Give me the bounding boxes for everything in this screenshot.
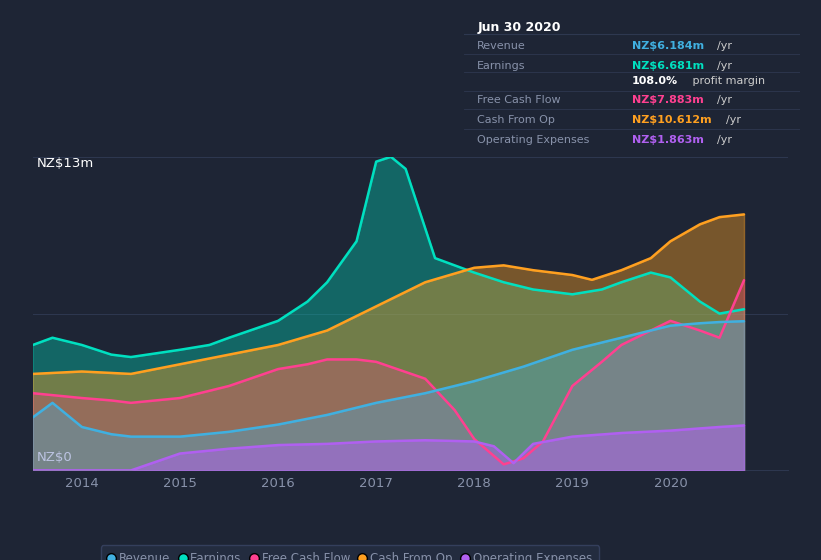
Text: NZ$7.883m: NZ$7.883m [632,95,704,105]
Text: NZ$1.863m: NZ$1.863m [632,135,704,145]
Legend: Revenue, Earnings, Free Cash Flow, Cash From Op, Operating Expenses: Revenue, Earnings, Free Cash Flow, Cash … [101,545,599,560]
Text: NZ$13m: NZ$13m [37,157,94,170]
Text: /yr: /yr [717,95,732,105]
Text: NZ$0: NZ$0 [37,451,72,464]
Text: Free Cash Flow: Free Cash Flow [477,95,561,105]
Text: Cash From Op: Cash From Op [477,115,555,125]
Text: /yr: /yr [727,115,741,125]
Text: /yr: /yr [717,40,732,50]
Text: Earnings: Earnings [477,60,525,71]
Text: Operating Expenses: Operating Expenses [477,135,589,145]
Text: profit margin: profit margin [689,76,765,86]
Text: NZ$6.681m: NZ$6.681m [632,60,704,71]
Text: NZ$6.184m: NZ$6.184m [632,40,704,50]
Text: 108.0%: 108.0% [632,76,678,86]
Text: /yr: /yr [717,135,732,145]
Text: NZ$10.612m: NZ$10.612m [632,115,712,125]
Text: /yr: /yr [717,60,732,71]
Text: Jun 30 2020: Jun 30 2020 [477,21,561,34]
Text: Revenue: Revenue [477,40,526,50]
